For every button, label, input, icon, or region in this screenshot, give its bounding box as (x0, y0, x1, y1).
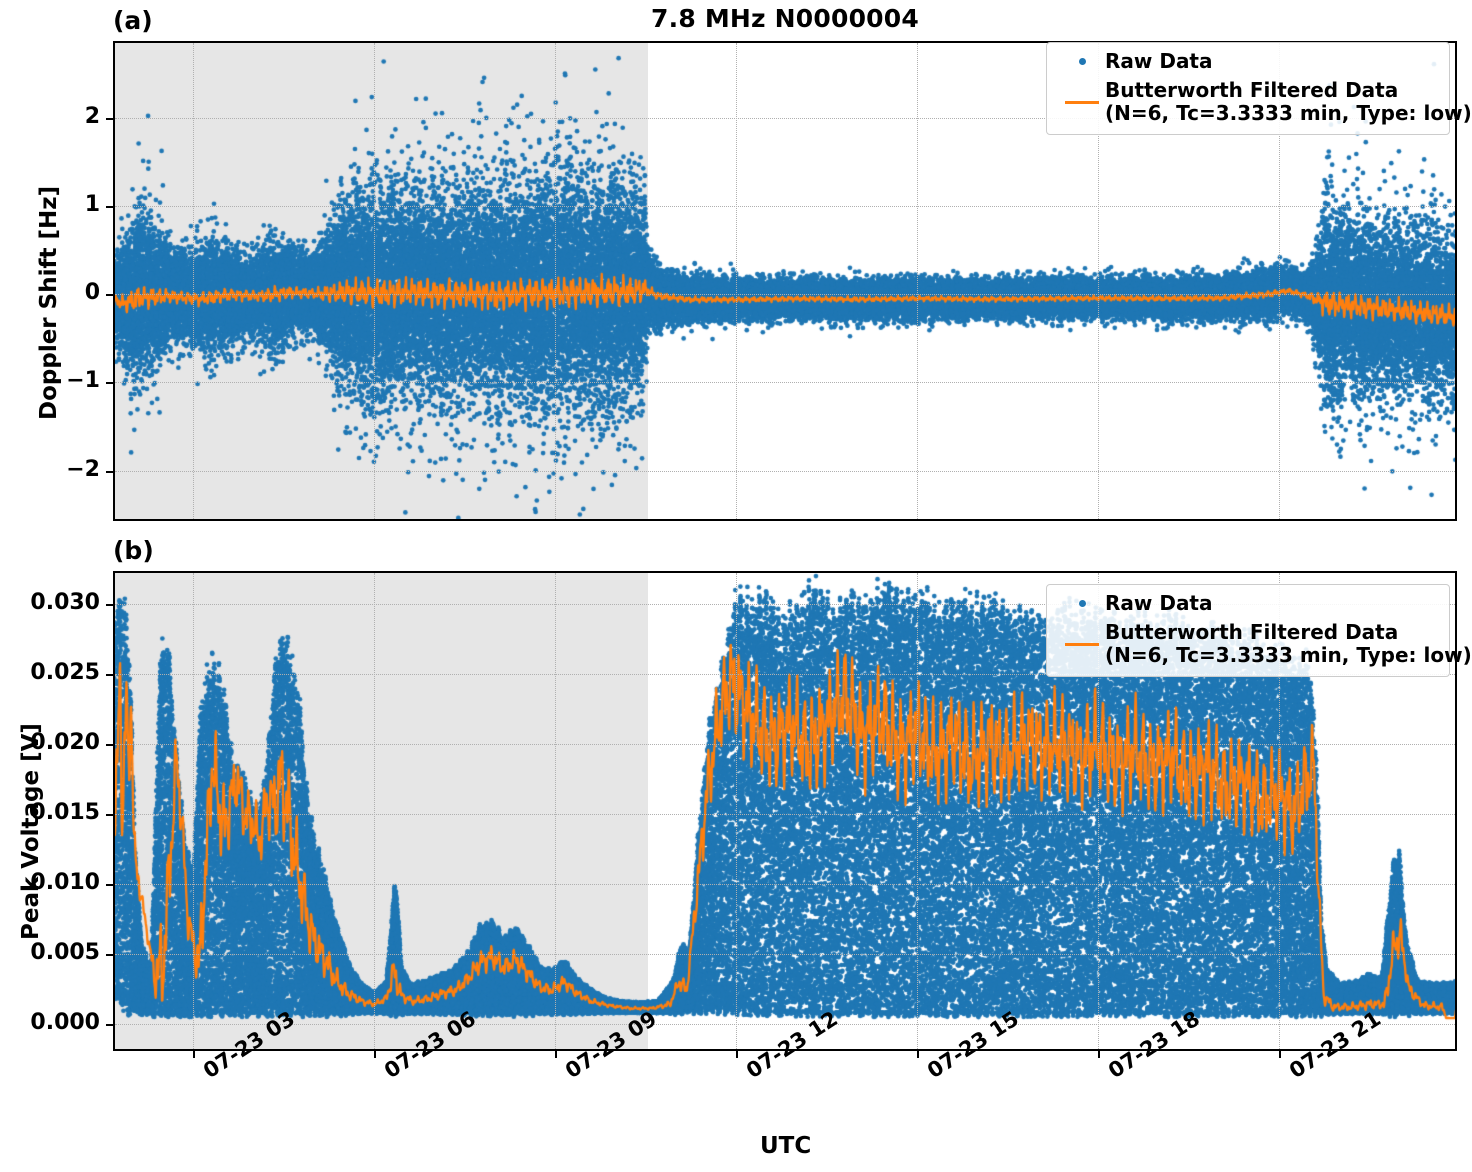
grid-line-horizontal (115, 382, 1455, 384)
x-tick-mark (736, 1051, 739, 1058)
x-tick-mark (193, 1051, 196, 1058)
grid-line-horizontal (115, 883, 1455, 885)
y-tick-mark (106, 743, 113, 746)
y-tick-mark (106, 813, 113, 816)
y-tick-label: 2 (84, 103, 100, 129)
panel-b-legend: Raw Data Butterworth Filtered Data (N=6,… (1046, 584, 1472, 677)
grid-line-horizontal (115, 1023, 1455, 1025)
legend-entry-filtered: Butterworth Filtered Data (N=6, Tc=3.333… (1059, 78, 1472, 125)
y-tick-label: 0.000 (30, 1009, 100, 1035)
y-tick-label: 0.025 (30, 659, 100, 685)
grid-line-vertical (555, 43, 557, 519)
legend-label-filtered-line1: Butterworth Filtered Data (1105, 78, 1399, 103)
panel-a-tag: (a) (113, 6, 153, 35)
y-tick-label: −1 (66, 368, 100, 394)
panel-b-tag: (b) (113, 536, 154, 565)
x-tick-label: 07-23 15 (923, 1006, 1024, 1084)
x-tick-label: 07-23 03 (199, 1006, 300, 1084)
legend-marker-dot-icon-b (1059, 600, 1105, 608)
y-tick-label: 0.030 (30, 589, 100, 615)
y-tick-mark (106, 294, 113, 297)
y-tick-mark (106, 673, 113, 676)
grid-line-vertical (1098, 573, 1100, 1049)
grid-line-vertical (736, 573, 738, 1049)
grid-line-horizontal (115, 117, 1455, 119)
grid-line-horizontal (115, 953, 1455, 955)
grid-line-vertical (1098, 43, 1100, 519)
x-axis-label: UTC (760, 1133, 812, 1159)
grid-line-vertical (193, 573, 195, 1049)
panel-b-ylabel: Peak Voltage [V] (18, 723, 44, 940)
x-tick-mark (374, 1051, 377, 1058)
legend-marker-dot-icon (1059, 58, 1105, 66)
x-tick-label: 07-23 18 (1104, 1006, 1205, 1084)
grid-line-horizontal (115, 206, 1455, 208)
x-tick-label: 07-23 06 (380, 1006, 481, 1084)
grid-line-vertical (193, 43, 195, 519)
y-tick-mark (106, 953, 113, 956)
x-tick-label: 07-23 21 (1285, 1006, 1386, 1084)
x-tick-mark (555, 1051, 558, 1058)
y-tick-mark (106, 883, 113, 886)
grid-line-horizontal (115, 673, 1455, 675)
legend-label-filtered-line2: (N=6, Tc=3.3333 min, Type: low) (1105, 101, 1472, 126)
y-tick-mark (106, 603, 113, 606)
grid-line-horizontal (115, 470, 1455, 472)
figure-title: 7.8 MHz N0000004 (651, 4, 919, 33)
y-tick-mark (106, 382, 113, 385)
x-tick-mark (1098, 1051, 1101, 1058)
legend-marker-line-icon (1059, 100, 1105, 104)
legend-entry-filtered-b: Butterworth Filtered Data (N=6, Tc=3.333… (1059, 620, 1472, 667)
x-tick-mark (917, 1051, 920, 1058)
y-tick-mark (106, 117, 113, 120)
grid-line-vertical (374, 573, 376, 1049)
y-tick-label: 0.015 (30, 799, 100, 825)
y-tick-mark (106, 1023, 113, 1026)
legend-entry-raw: Raw Data (1059, 49, 1437, 73)
y-tick-label: 0 (84, 280, 100, 306)
panel-a-legend: Raw Data Butterworth Filtered Data (N=6,… (1046, 42, 1472, 135)
y-tick-label: 0.020 (30, 729, 100, 755)
x-tick-label: 07-23 09 (561, 1006, 662, 1084)
grid-line-horizontal (115, 813, 1455, 815)
grid-line-horizontal (115, 743, 1455, 745)
grid-line-vertical (1279, 43, 1281, 519)
grid-line-horizontal (115, 294, 1455, 296)
x-tick-label: 07-23 12 (742, 1006, 843, 1084)
y-tick-label: 0.010 (30, 869, 100, 895)
y-tick-label: 1 (84, 192, 100, 218)
y-tick-label: 0.005 (30, 939, 100, 965)
grid-line-horizontal (115, 603, 1455, 605)
legend-label-raw-b: Raw Data (1105, 591, 1213, 615)
grid-line-vertical (1279, 573, 1281, 1049)
grid-line-vertical (555, 573, 557, 1049)
grid-line-vertical (374, 43, 376, 519)
y-tick-label: −2 (66, 456, 100, 482)
legend-marker-line-icon-b (1059, 642, 1105, 646)
x-tick-mark (1279, 1051, 1282, 1058)
legend-label-filtered-b-line2: (N=6, Tc=3.3333 min, Type: low) (1105, 643, 1472, 668)
grid-line-vertical (917, 43, 919, 519)
legend-label-filtered-b-line1: Butterworth Filtered Data (1105, 620, 1399, 645)
grid-line-vertical (917, 573, 919, 1049)
legend-label-raw: Raw Data (1105, 49, 1213, 73)
grid-line-vertical (736, 43, 738, 519)
y-tick-mark (106, 470, 113, 473)
y-tick-mark (106, 206, 113, 209)
legend-entry-raw-b: Raw Data (1059, 591, 1437, 615)
